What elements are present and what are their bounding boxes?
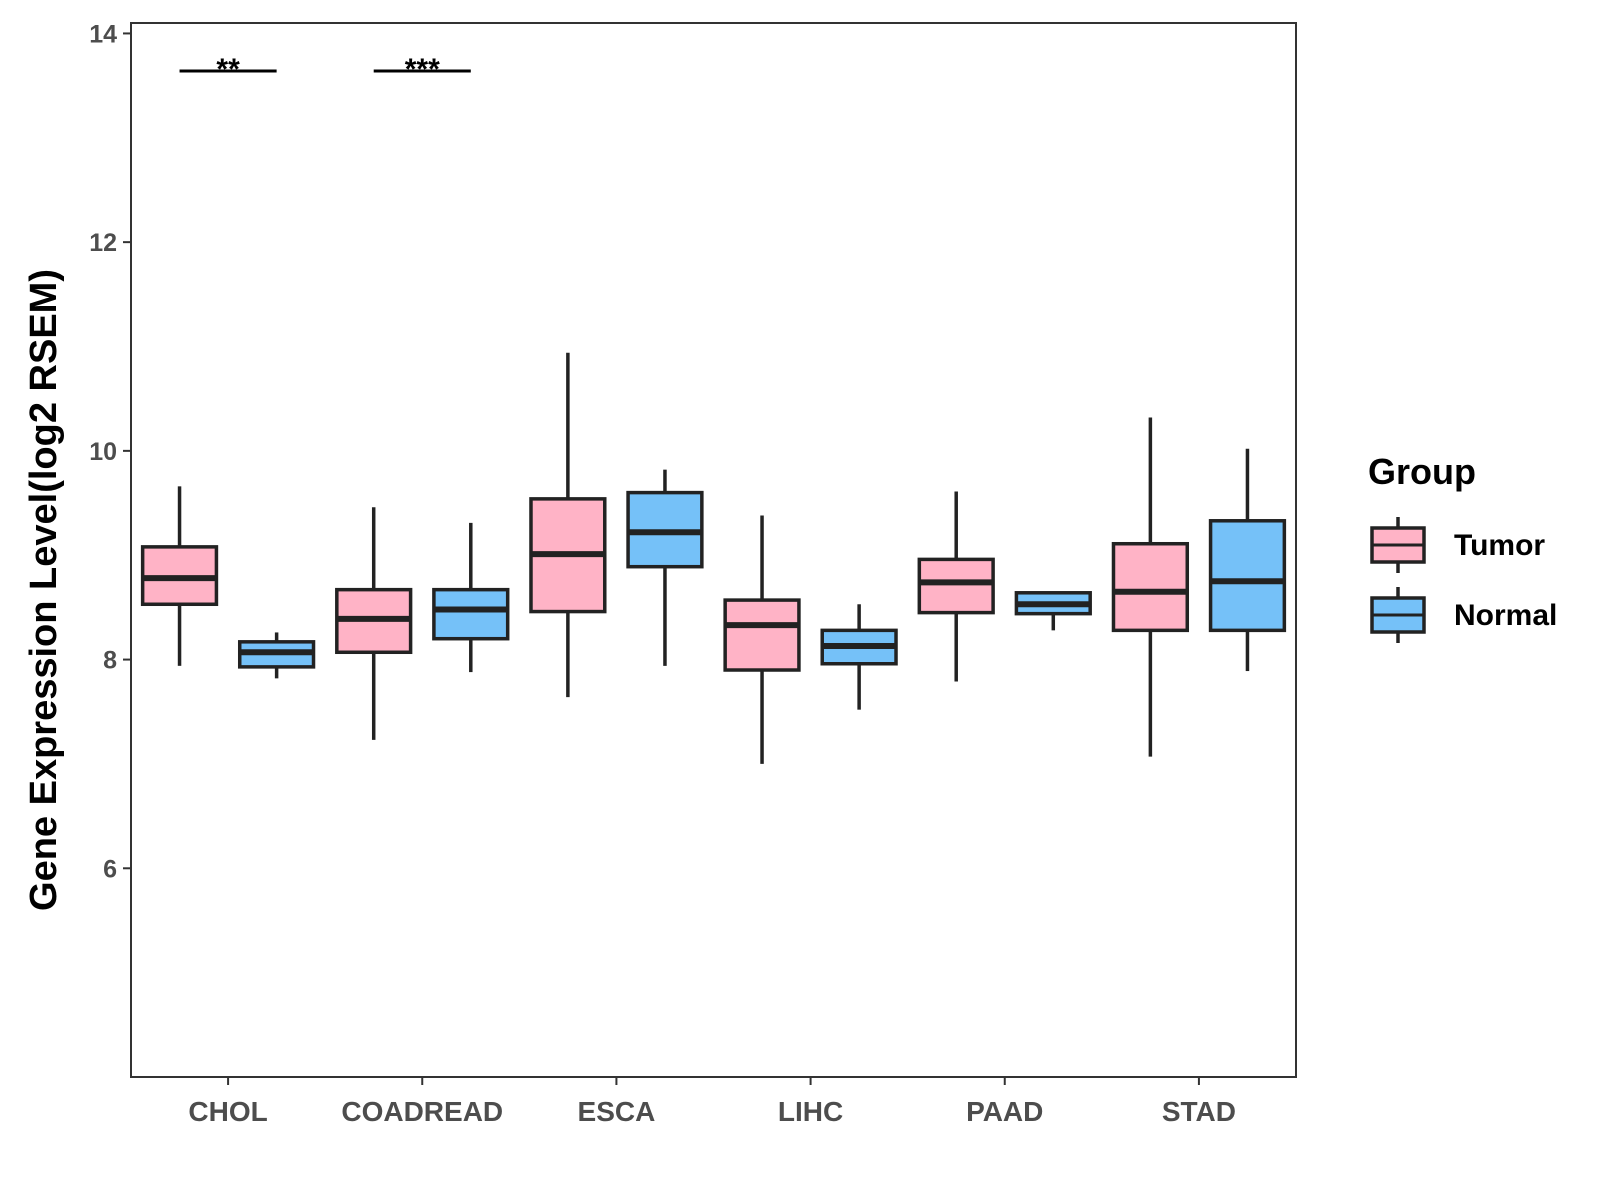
x-tick-label-stad: STAD [1162, 1096, 1236, 1127]
legend: Group Tumor Normal [1368, 451, 1557, 643]
legend-label-tumor: Tumor [1454, 529, 1545, 562]
panel-border [130, 22, 1297, 1078]
plot-area: ** *** [140, 53, 1287, 764]
box-tumor-esca [529, 352, 607, 698]
box-body [432, 587, 510, 641]
x-tick-label-lihc: LIHC [778, 1096, 843, 1127]
x-tick-label-coadread: COADREAD [341, 1096, 503, 1127]
box-tumor-chol [140, 486, 219, 666]
x-axis: CHOL COADREAD ESCA LIHC PAAD STAD [188, 1077, 1236, 1127]
legend-label-normal: Normal [1454, 599, 1557, 632]
y-tick-label: 8 [103, 647, 117, 675]
box-normal-paad [1014, 591, 1092, 631]
box-normal-esca [626, 469, 704, 666]
y-tick-label: 14 [89, 20, 117, 48]
y-axis: 6 8 10 12 14 [89, 20, 131, 883]
significance-coadread: *** [373, 53, 471, 86]
box-body [917, 557, 995, 615]
box-tumor-stad [1111, 417, 1190, 757]
y-tick-label: 10 [89, 438, 117, 466]
significance-label: *** [405, 53, 440, 86]
y-axis-title: Gene Expression Level(log2 RSEM) [23, 269, 65, 911]
x-tick-label-paad: PAAD [966, 1096, 1043, 1127]
box-tumor-paad [917, 491, 995, 682]
box-body [723, 598, 801, 672]
legend-title: Group [1368, 451, 1476, 492]
x-tick-label-chol: CHOL [188, 1096, 267, 1127]
box-tumor-lihc [723, 515, 801, 764]
box-body [1208, 519, 1287, 633]
box-body [1111, 541, 1190, 633]
y-tick-label: 12 [89, 229, 117, 257]
box-normal-coadread [432, 522, 510, 673]
box-tumor-coadread [335, 507, 413, 740]
box-normal-chol [237, 632, 316, 679]
box-normal-lihc [820, 604, 898, 710]
significance-label: ** [216, 53, 240, 86]
box-normal-stad [1208, 448, 1287, 672]
x-tick-label-esca: ESCA [578, 1096, 656, 1127]
y-tick-label: 6 [103, 855, 117, 883]
legend-key-tumor: Tumor [1370, 517, 1545, 573]
legend-key-normal: Normal [1370, 587, 1557, 643]
significance-chol: ** [179, 53, 277, 86]
